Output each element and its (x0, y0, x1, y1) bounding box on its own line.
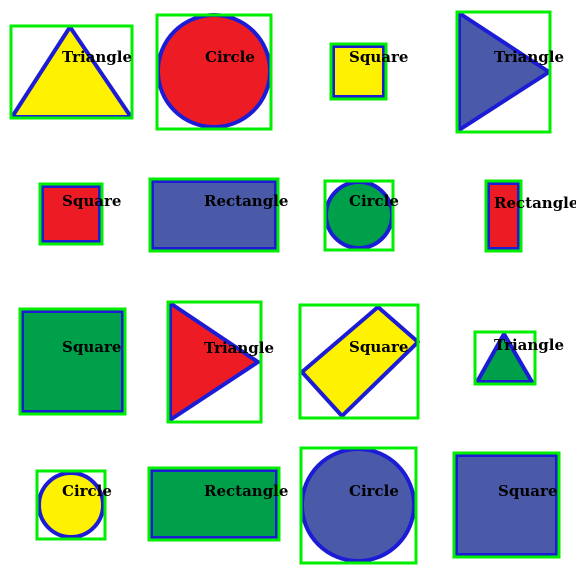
shape-label: Circle (62, 482, 112, 500)
shape-label: Square (62, 192, 121, 210)
shape-item-9: Square (18, 307, 127, 416)
bounding-box (35, 469, 107, 541)
shape-item-14: Rectangle (147, 466, 288, 542)
bounding-box (452, 451, 561, 559)
circle-shape (156, 13, 272, 129)
bounding-box (9, 24, 134, 120)
bounding-box (38, 182, 104, 246)
shape-label: Circle (349, 192, 399, 210)
square-shape (331, 44, 386, 99)
triangle-shape (168, 301, 260, 422)
rotated-square-shape (300, 305, 420, 418)
shape-label: Triangle (204, 339, 274, 357)
shape-label: Square (349, 338, 408, 356)
square-shape (40, 184, 102, 244)
shape-label: Square (498, 482, 557, 500)
bounding-box (299, 446, 418, 565)
square-shape (454, 453, 559, 557)
bounding-box (298, 303, 420, 420)
shape-item-5: Square (38, 182, 121, 246)
shape-label: Circle (349, 482, 399, 500)
rectangle-shape (149, 468, 279, 540)
shape-item-3: Square (329, 42, 408, 101)
bounding-box (147, 466, 281, 542)
rectangle-shape (486, 181, 521, 251)
circle-shape (37, 471, 105, 539)
shape-label: Triangle (62, 48, 132, 66)
bounding-box (148, 177, 280, 253)
shape-item-8: Rectangle (484, 179, 576, 253)
shape-label: Triangle (494, 48, 564, 66)
shape-item-13: Circle (35, 469, 112, 541)
bounding-box (166, 300, 263, 424)
bounding-box (473, 330, 537, 386)
shape-item-2: Circle (155, 13, 273, 131)
shape-label: Square (62, 338, 121, 356)
shape-item-7: Circle (323, 179, 399, 252)
shape-label: Rectangle (494, 194, 576, 212)
shape-item-6: Rectangle (148, 177, 288, 253)
bounding-box (455, 10, 552, 134)
bounding-box (155, 13, 273, 131)
bounding-box (18, 307, 127, 416)
shape-item-1: Triangle (9, 24, 134, 120)
shape-label: Rectangle (204, 482, 288, 500)
rectangle-shape (150, 179, 278, 251)
shape-item-4: Triangle (455, 10, 564, 134)
shape-item-16: Square (452, 451, 561, 559)
shape-item-12: Triangle (473, 330, 564, 386)
shape-item-15: Circle (299, 446, 418, 565)
bounding-box (323, 179, 395, 252)
triangle-shape (475, 332, 534, 384)
bounding-box (329, 42, 388, 101)
shape-item-11: Square (298, 303, 420, 420)
square-shape (20, 309, 125, 414)
shape-label: Circle (205, 48, 255, 66)
shape-label: Rectangle (204, 192, 288, 210)
shape-label: Square (349, 48, 408, 66)
circle-shape (300, 447, 416, 563)
bounding-box (484, 179, 523, 253)
triangle-shape (457, 11, 551, 132)
shape-label: Triangle (494, 336, 564, 354)
shape-item-10: Triangle (166, 300, 274, 424)
